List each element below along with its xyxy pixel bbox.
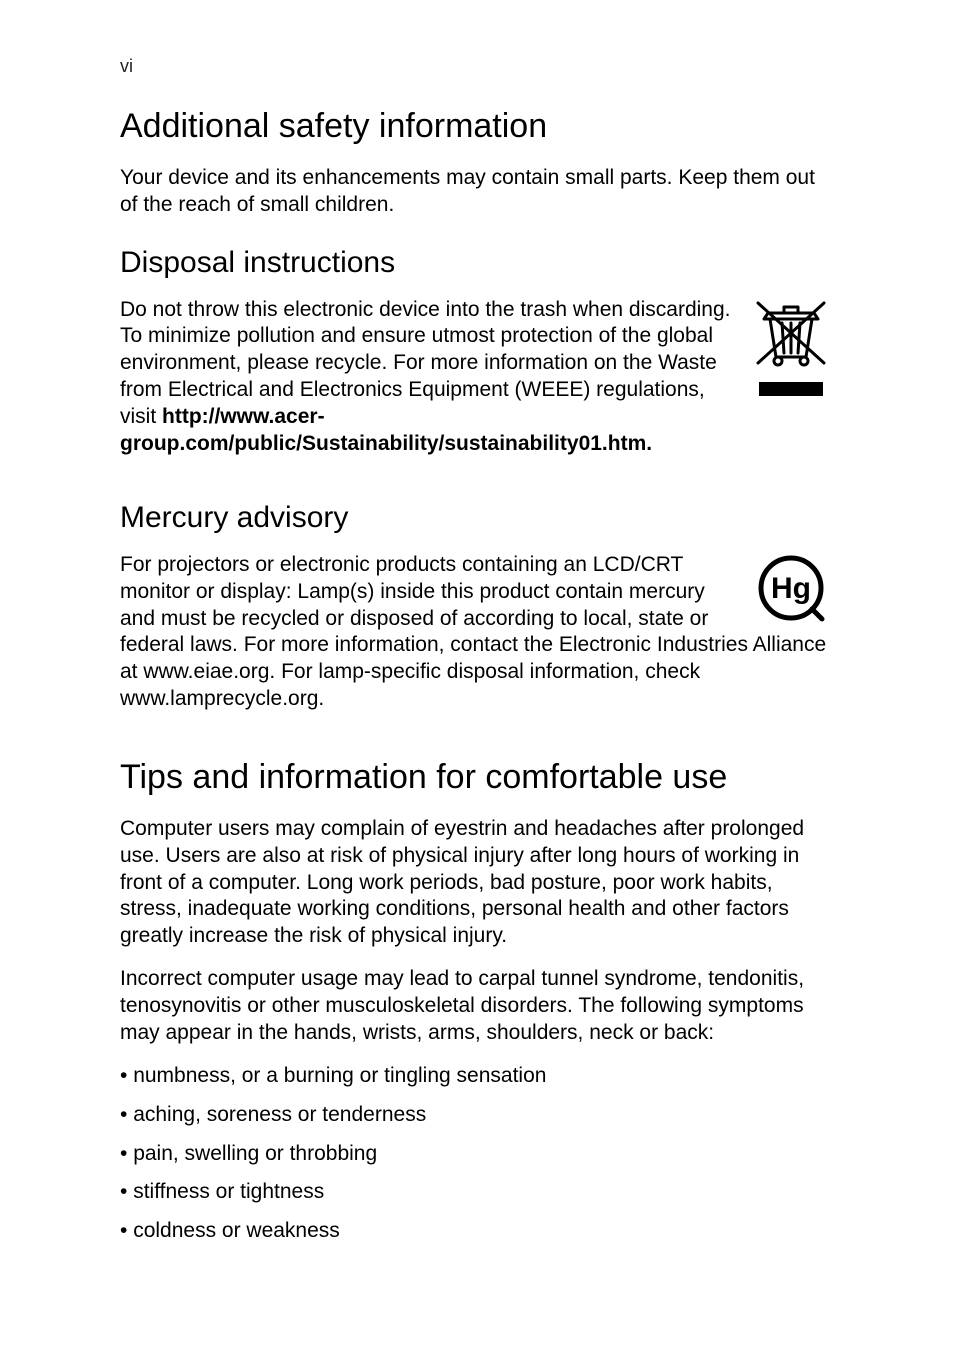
heading-mercury: Mercury advisory	[120, 500, 834, 536]
heading-disposal: Disposal instructions	[120, 245, 834, 281]
heading-additional-safety: Additional safety information	[120, 106, 834, 147]
page-content: Additional safety information Your devic…	[120, 106, 834, 1245]
list-item: numbness, or a burning or tingling sensa…	[120, 1063, 834, 1090]
list-item: pain, swelling or throbbing	[120, 1141, 834, 1168]
symptom-list: numbness, or a burning or tingling sensa…	[120, 1063, 834, 1245]
page-number: vi	[120, 56, 133, 77]
hg-svg: Hg	[748, 552, 834, 624]
weee-bin-svg	[748, 297, 834, 369]
document-page: vi Additional safety information Your de…	[0, 0, 954, 1369]
para-mercury: For projectors or electronic products co…	[120, 552, 834, 713]
list-item: aching, soreness or tenderness	[120, 1102, 834, 1129]
disposal-link: http://www.acer-group.com/public/Sustain…	[120, 405, 652, 455]
hg-label: Hg	[771, 572, 811, 605]
list-item: coldness or weakness	[120, 1218, 834, 1245]
heading-tips: Tips and information for comfortable use	[120, 757, 834, 798]
para-tips-1: Computer users may complain of eyestrin …	[120, 816, 834, 950]
weee-bar	[759, 382, 823, 396]
weee-icon	[748, 297, 834, 396]
list-item: stiffness or tightness	[120, 1179, 834, 1206]
hg-icon: Hg	[748, 552, 834, 624]
para-disposal: Do not throw this electronic device into…	[120, 297, 834, 458]
para-additional-safety: Your device and its enhancements may con…	[120, 165, 834, 219]
para-tips-2: Incorrect computer usage may lead to car…	[120, 966, 834, 1047]
